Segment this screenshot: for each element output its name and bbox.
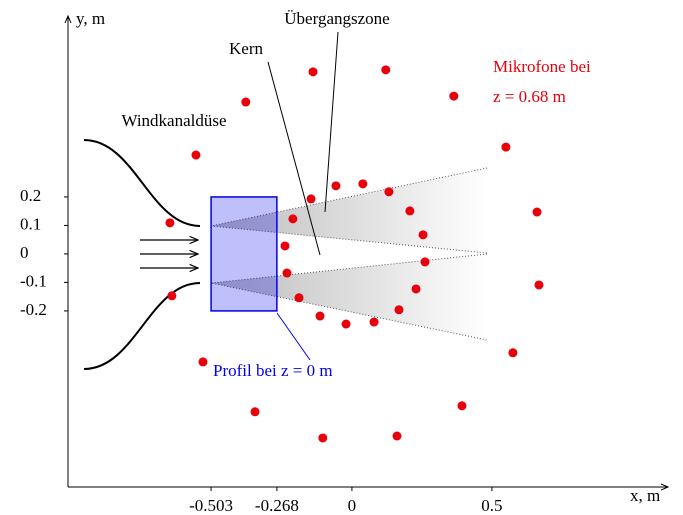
y-tick-label: 0.1 [20,214,41,233]
microphone [369,317,379,327]
profile-label: Profil bei z = 0 m [213,361,333,380]
microphone [294,293,304,303]
x-tick-label: -0.503 [189,496,233,515]
leader [267,61,321,256]
microphone [306,194,316,204]
microphone [420,257,430,267]
microphone [449,91,459,101]
microphone [501,142,511,152]
microphone [341,319,351,329]
y-axis-label: y, m [76,9,105,28]
profile [210,196,278,312]
leaders [267,31,339,361]
microphone [308,67,318,77]
legend-label: Mikrofone bei [493,57,591,76]
microphone [384,187,394,197]
annotation: Übergangszone [284,9,389,28]
microphone [358,179,368,189]
microphone [280,241,290,251]
x-tick-label: 0 [348,496,357,515]
microphone [331,181,341,191]
microphone [457,401,467,411]
microphone [165,218,175,228]
microphone [534,280,544,290]
nozzle-top [83,139,201,227]
x-axis-label: x, m [630,486,660,505]
microphone [241,97,251,107]
nozzle-bottom [83,282,201,370]
jet-lower [211,254,487,340]
microphone [381,65,391,75]
y-tick-label: 0 [20,243,29,262]
y-tick-label: -0.2 [20,300,47,319]
microphone [394,305,404,315]
microphone [318,433,328,443]
microphone [405,206,415,216]
jet-edge [210,253,488,341]
microphone [250,407,260,417]
microphone [392,431,402,441]
microphone [411,284,421,294]
nozzle [83,139,201,370]
legend-label: z = 0.68 m [493,87,566,106]
microphone [191,150,201,160]
microphone [198,357,208,367]
microphone [508,348,518,358]
microphone [282,268,292,278]
microphone [288,214,298,224]
microphone [532,207,542,217]
leader [276,312,311,361]
x-tick-label: 0.5 [481,496,502,515]
microphone [167,291,177,301]
flow-arrows [140,240,198,268]
y-tick-label: -0.1 [20,271,47,290]
jet-upper [211,168,487,253]
annotation: Kern [229,39,263,58]
annotation: Windkanaldüse [121,111,226,130]
microphone [315,311,325,321]
leader [324,31,339,213]
axes [68,16,668,487]
y-tick-label: 0.2 [20,186,41,205]
x-tick-label: -0.268 [255,496,299,515]
microphone [418,230,428,240]
